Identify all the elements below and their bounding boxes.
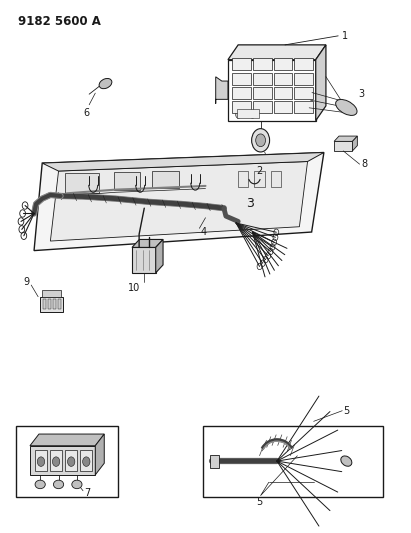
Bar bbox=[48, 299, 51, 310]
Circle shape bbox=[236, 111, 241, 118]
Bar bbox=[58, 299, 61, 310]
Ellipse shape bbox=[53, 480, 64, 489]
Bar bbox=[40, 297, 62, 312]
Bar bbox=[294, 101, 313, 114]
Circle shape bbox=[37, 457, 45, 466]
Text: 7: 7 bbox=[84, 488, 90, 498]
Bar bbox=[132, 247, 156, 273]
Bar bbox=[334, 141, 353, 151]
Polygon shape bbox=[30, 434, 104, 446]
Text: 9: 9 bbox=[24, 277, 30, 287]
Bar bbox=[114, 172, 140, 190]
Polygon shape bbox=[35, 450, 47, 471]
Text: 8: 8 bbox=[362, 159, 368, 169]
Bar bbox=[42, 290, 60, 297]
Bar bbox=[274, 72, 292, 85]
Bar bbox=[65, 173, 99, 193]
Bar bbox=[232, 58, 251, 70]
Text: 2: 2 bbox=[256, 166, 263, 176]
Polygon shape bbox=[132, 239, 163, 247]
Bar bbox=[203, 425, 383, 497]
Polygon shape bbox=[30, 446, 95, 475]
Bar bbox=[271, 171, 281, 187]
Bar bbox=[274, 58, 292, 70]
Circle shape bbox=[53, 457, 60, 466]
Bar bbox=[274, 101, 292, 114]
Polygon shape bbox=[34, 152, 324, 251]
Bar bbox=[253, 58, 272, 70]
Polygon shape bbox=[228, 45, 326, 60]
Bar bbox=[53, 299, 56, 310]
Text: 3: 3 bbox=[246, 197, 254, 211]
Bar bbox=[294, 87, 313, 99]
Ellipse shape bbox=[336, 100, 357, 116]
Circle shape bbox=[83, 457, 90, 466]
Polygon shape bbox=[353, 136, 357, 151]
Bar bbox=[152, 171, 179, 188]
Bar bbox=[232, 87, 251, 99]
Bar bbox=[232, 101, 251, 114]
Ellipse shape bbox=[72, 480, 82, 489]
Polygon shape bbox=[334, 136, 357, 141]
Bar bbox=[274, 87, 292, 99]
Polygon shape bbox=[316, 45, 326, 120]
Polygon shape bbox=[42, 152, 324, 171]
Text: 6: 6 bbox=[83, 108, 89, 118]
Text: 5: 5 bbox=[344, 406, 350, 416]
Bar bbox=[294, 72, 313, 85]
Polygon shape bbox=[95, 434, 104, 475]
Bar bbox=[253, 72, 272, 85]
Bar bbox=[254, 171, 265, 187]
Bar bbox=[16, 425, 118, 497]
Circle shape bbox=[256, 134, 266, 147]
Text: 9182 5600 A: 9182 5600 A bbox=[18, 14, 101, 28]
Circle shape bbox=[67, 457, 75, 466]
Text: 5: 5 bbox=[256, 497, 263, 507]
Polygon shape bbox=[50, 450, 62, 471]
Polygon shape bbox=[51, 161, 307, 241]
Bar bbox=[294, 58, 313, 70]
Polygon shape bbox=[216, 77, 228, 103]
Ellipse shape bbox=[35, 480, 45, 489]
Text: 10: 10 bbox=[128, 282, 140, 293]
Bar bbox=[253, 101, 272, 114]
Text: 3: 3 bbox=[358, 89, 365, 99]
Polygon shape bbox=[156, 239, 163, 273]
Text: 1: 1 bbox=[342, 31, 349, 41]
Bar bbox=[210, 455, 219, 468]
Bar bbox=[232, 72, 251, 85]
Text: 4: 4 bbox=[201, 227, 207, 237]
Bar bbox=[238, 171, 248, 187]
Bar bbox=[43, 299, 46, 310]
Circle shape bbox=[252, 128, 270, 152]
Bar bbox=[228, 60, 316, 120]
Bar bbox=[253, 87, 272, 99]
Polygon shape bbox=[80, 450, 92, 471]
Ellipse shape bbox=[99, 78, 112, 88]
Bar bbox=[237, 109, 259, 118]
Ellipse shape bbox=[341, 456, 352, 466]
Circle shape bbox=[249, 111, 255, 118]
Polygon shape bbox=[65, 450, 77, 471]
